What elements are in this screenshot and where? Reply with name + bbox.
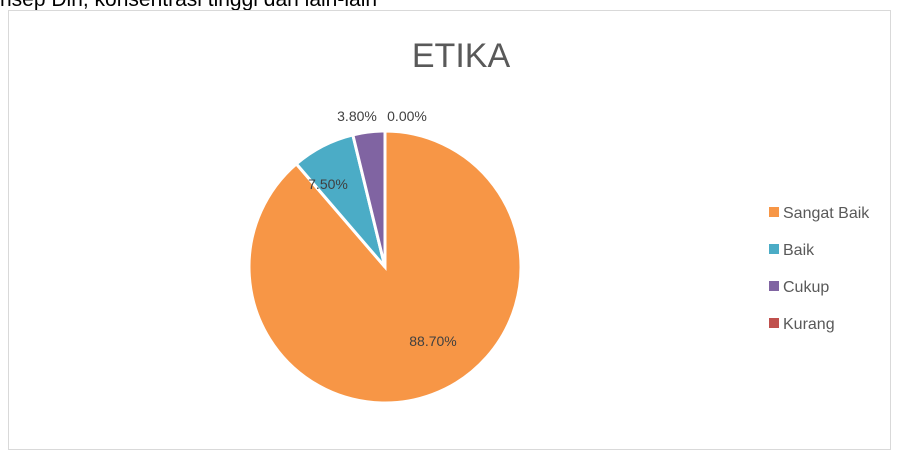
pie-slices bbox=[247, 129, 523, 405]
data-label-baik: 7.50% bbox=[308, 176, 348, 192]
data-label-sangat-baik: 88.70% bbox=[409, 333, 456, 349]
preceding-document-text: nsep Diri, konsentrasi tinggi dan lain-l… bbox=[0, 0, 377, 12]
chart-legend: Sangat Baik Baik Cukup Kurang bbox=[769, 205, 870, 333]
data-label-cukup: 3.80% bbox=[337, 108, 377, 124]
legend-swatch-cukup bbox=[769, 281, 779, 291]
pie-data-labels: 88.70% 7.50% 3.80% 0.00% bbox=[308, 108, 457, 349]
chart-frame: ETIKA 88.70% 7.50% 3.80% 0.00% Sangat Baik B… bbox=[8, 10, 891, 450]
chart-title: ETIKA bbox=[412, 37, 511, 75]
legend-label-kurang: Kurang bbox=[783, 316, 835, 333]
legend-label-sangat-baik: Sangat Baik bbox=[783, 205, 870, 222]
legend-swatch-baik bbox=[769, 244, 779, 254]
legend-swatch-kurang bbox=[769, 318, 779, 328]
legend-label-cukup: Cukup bbox=[783, 279, 829, 296]
legend-swatch-sangat-baik bbox=[769, 207, 779, 217]
data-label-kurang: 0.00% bbox=[387, 108, 427, 124]
legend-label-baik: Baik bbox=[783, 242, 815, 259]
pie-slice-cukup bbox=[351, 129, 387, 268]
pie-chart: ETIKA 88.70% 7.50% 3.80% 0.00% Sangat Baik B… bbox=[247, 37, 870, 405]
